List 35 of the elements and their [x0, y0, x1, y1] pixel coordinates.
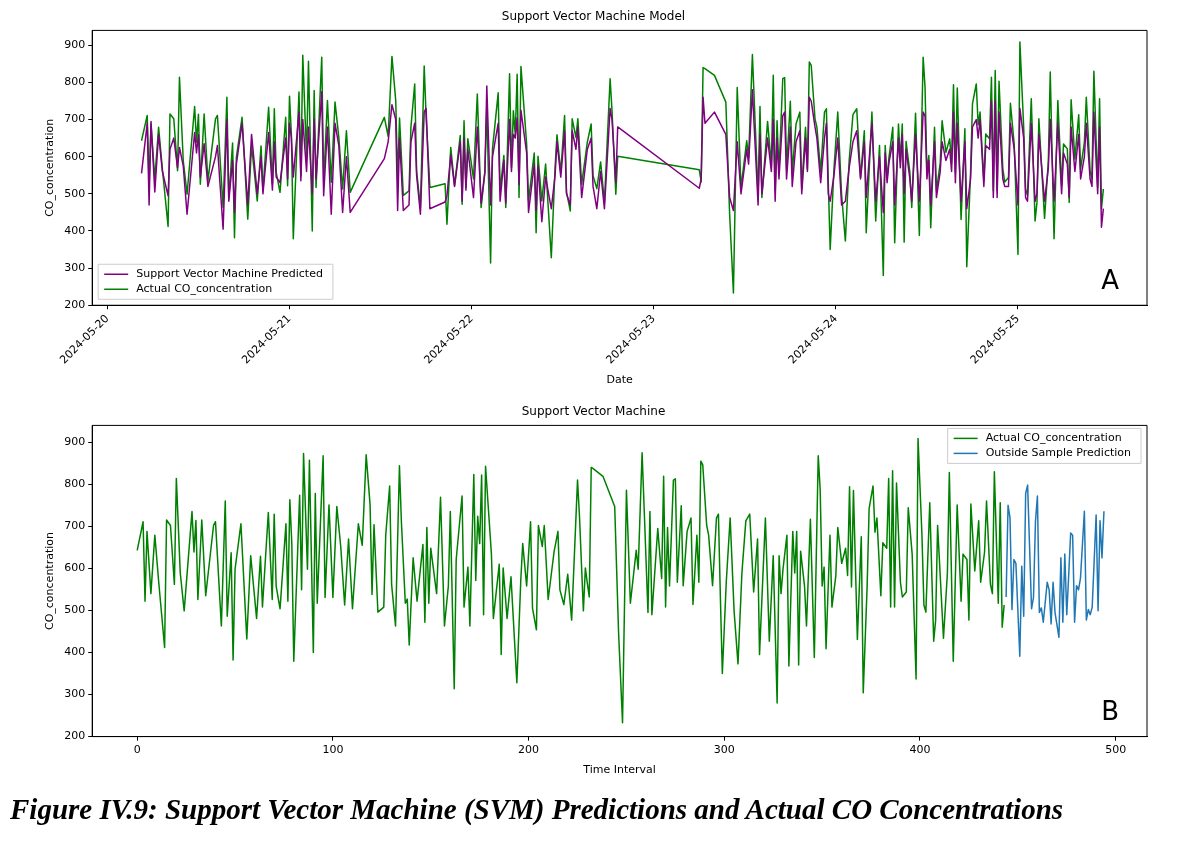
x-tick-label: 200 [518, 743, 540, 757]
x-tick-label: 0 [133, 743, 141, 757]
y-tick-label: 400 [64, 223, 86, 237]
chart-title: Support Vector Machine Model [501, 9, 686, 24]
y-tick-label: 300 [64, 687, 86, 701]
y-tick-label: 600 [64, 561, 86, 575]
x-axis-title: Time Interval [582, 763, 656, 777]
y-tick-label: 200 [64, 298, 86, 312]
y-tick-label: 500 [64, 603, 86, 617]
x-axis-title: Date [606, 373, 633, 387]
y-tick-label: 900 [64, 435, 86, 449]
y-tick-label: 700 [64, 519, 86, 533]
y-tick-label: 500 [64, 186, 86, 200]
legend-label: Actual CO_concentration [985, 431, 1122, 445]
legend-label: Actual CO_concentration [136, 282, 273, 296]
legend-label: Support Vector Machine Predicted [136, 267, 323, 281]
y-tick-label: 900 [64, 38, 86, 52]
y-tick-label: 800 [64, 75, 86, 89]
x-tick-label: 400 [909, 743, 931, 757]
legend-label: Outside Sample Prediction [985, 446, 1132, 460]
x-tick-label: 500 [1105, 743, 1127, 757]
y-tick-label: 800 [64, 477, 86, 491]
y-axis-title: CO_concentration [43, 531, 57, 631]
x-tick-label: 300 [713, 743, 735, 757]
annotation: B [1101, 696, 1119, 727]
y-tick-label: 400 [64, 645, 86, 659]
y-tick-label: 700 [64, 112, 86, 126]
y-axis-title: CO_concentration [43, 118, 57, 217]
x-tick-label: 100 [322, 743, 344, 757]
y-tick-label: 600 [64, 149, 86, 163]
chart-title: Support Vector Machine [521, 404, 666, 419]
y-tick-label: 200 [64, 729, 86, 743]
y-tick-label: 300 [64, 260, 86, 274]
annotation: A [1101, 265, 1120, 296]
text: Figure IV.9: Support Vector Machine (SVM) Predictions and Actual CO Concentrations [9, 792, 1065, 826]
